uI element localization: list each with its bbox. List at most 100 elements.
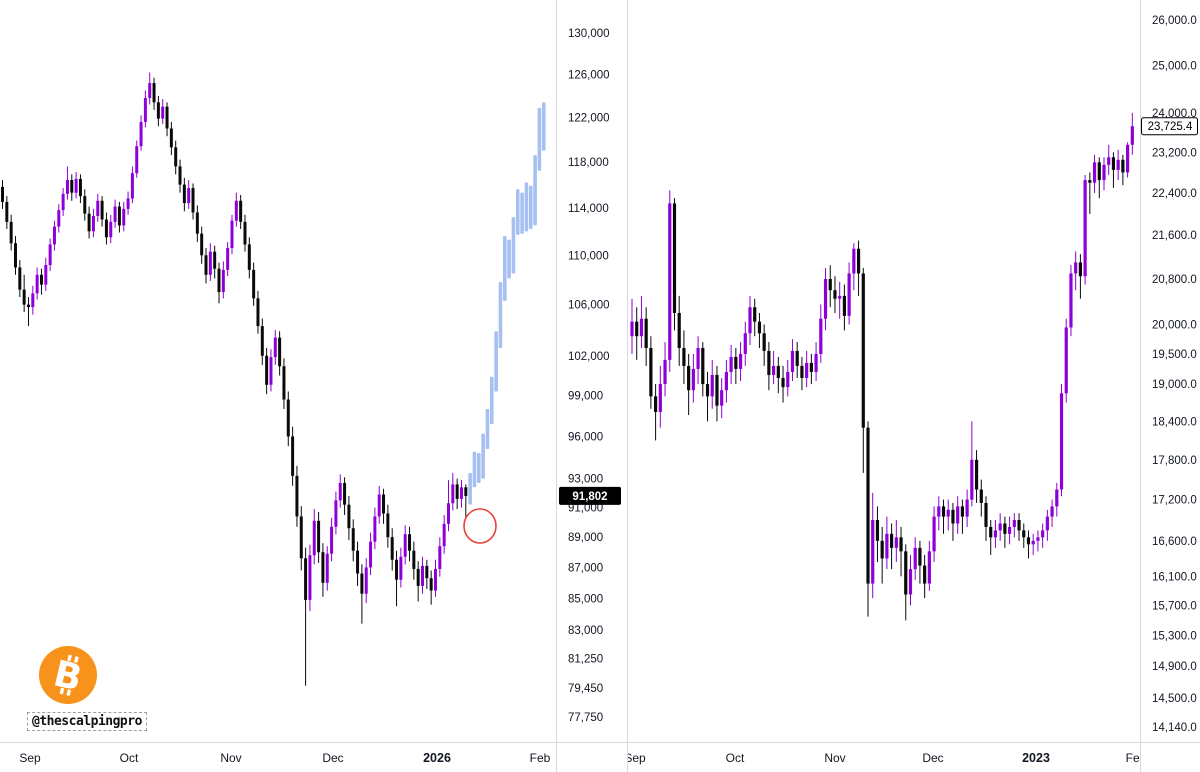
candle-body [308,555,312,600]
candle [39,268,43,295]
candle-body [9,221,13,244]
candle-body [823,279,828,319]
candle-body [998,523,1002,531]
candle [1078,254,1082,299]
candle [446,480,450,532]
candle [217,262,221,304]
projection-bar [533,155,537,226]
candle [913,537,917,580]
candle [187,180,191,209]
candle [861,267,865,473]
candle [1003,516,1007,548]
chart-pane-left[interactable] [0,0,556,742]
candle [1107,144,1111,175]
candle [18,260,22,298]
candle [200,226,204,264]
candle-body [455,484,459,499]
candle-body [169,128,173,148]
price-tick-label: 19,500.0 [1152,349,1197,361]
candle [299,506,303,571]
candle-body [1026,537,1031,545]
candle-body [356,550,360,574]
candle-body [226,248,230,270]
candle [382,488,386,524]
candle-body [913,547,917,570]
candle [1055,482,1059,517]
candle [451,472,455,511]
candle-body [187,188,191,204]
price-axis-left[interactable] [556,0,622,742]
candle [1036,530,1040,552]
price-tick-label: 126,000 [568,70,610,82]
candle-body [1102,164,1106,181]
candle [1126,142,1130,178]
candle-body [1097,162,1101,181]
candle [44,257,48,291]
candle-body [918,547,922,566]
chart-pane-right[interactable] [628,0,1140,742]
candle-body [984,502,988,527]
candle [386,504,390,548]
candle [1116,149,1120,181]
candle-body [729,356,733,372]
candle-body [234,200,238,221]
candle [165,102,169,137]
candle-body [174,147,178,167]
candle [282,358,286,409]
projection-bar [489,376,494,425]
candle [403,525,407,565]
candle [100,196,104,227]
candle-body [217,268,221,293]
price-tick-label: 20,000.0 [1152,320,1197,332]
candle-body [70,180,74,193]
candle [338,474,342,508]
candle-body [386,513,390,538]
candle-body [663,359,667,385]
candle [639,295,644,348]
candle-body [1031,540,1035,545]
candle [243,214,247,252]
candle [126,191,130,215]
candle-body [786,371,790,388]
candle [438,537,442,577]
candle-body [135,146,139,174]
projection-bar [481,433,485,479]
candle-body [809,362,813,372]
candle-body [416,568,420,586]
candle-body [451,484,455,504]
price-tick-label: 99,000 [568,390,603,402]
candle [748,295,752,346]
candle-body [885,533,889,559]
candle-body [644,318,648,348]
time-axis-label: 2026 [423,751,451,765]
candle [762,324,766,366]
candle-body [278,337,282,367]
candle-body [1050,506,1054,517]
time-axis-label: Oct [726,751,745,765]
candle [720,377,724,419]
candle-body [776,365,780,378]
candle-body [1045,516,1049,531]
candle-body [753,307,757,322]
projection-bar [494,331,498,392]
candle-body [464,487,468,496]
candle [65,166,69,200]
candle [74,172,78,199]
candle [1111,152,1116,188]
candle-body [265,355,269,385]
candle-body [312,520,316,556]
candle-body [800,365,804,378]
candle-body [1121,159,1125,173]
candle [1059,384,1064,497]
candle [715,365,719,422]
time-axis[interactable] [0,743,1200,772]
candle [295,465,299,527]
candle [130,166,134,204]
candle-body [937,506,941,517]
time-axis-label: Feb [1126,751,1147,765]
candle-body [805,362,809,378]
candle-body [434,568,437,591]
candle [83,189,87,221]
candle-body [325,553,329,583]
